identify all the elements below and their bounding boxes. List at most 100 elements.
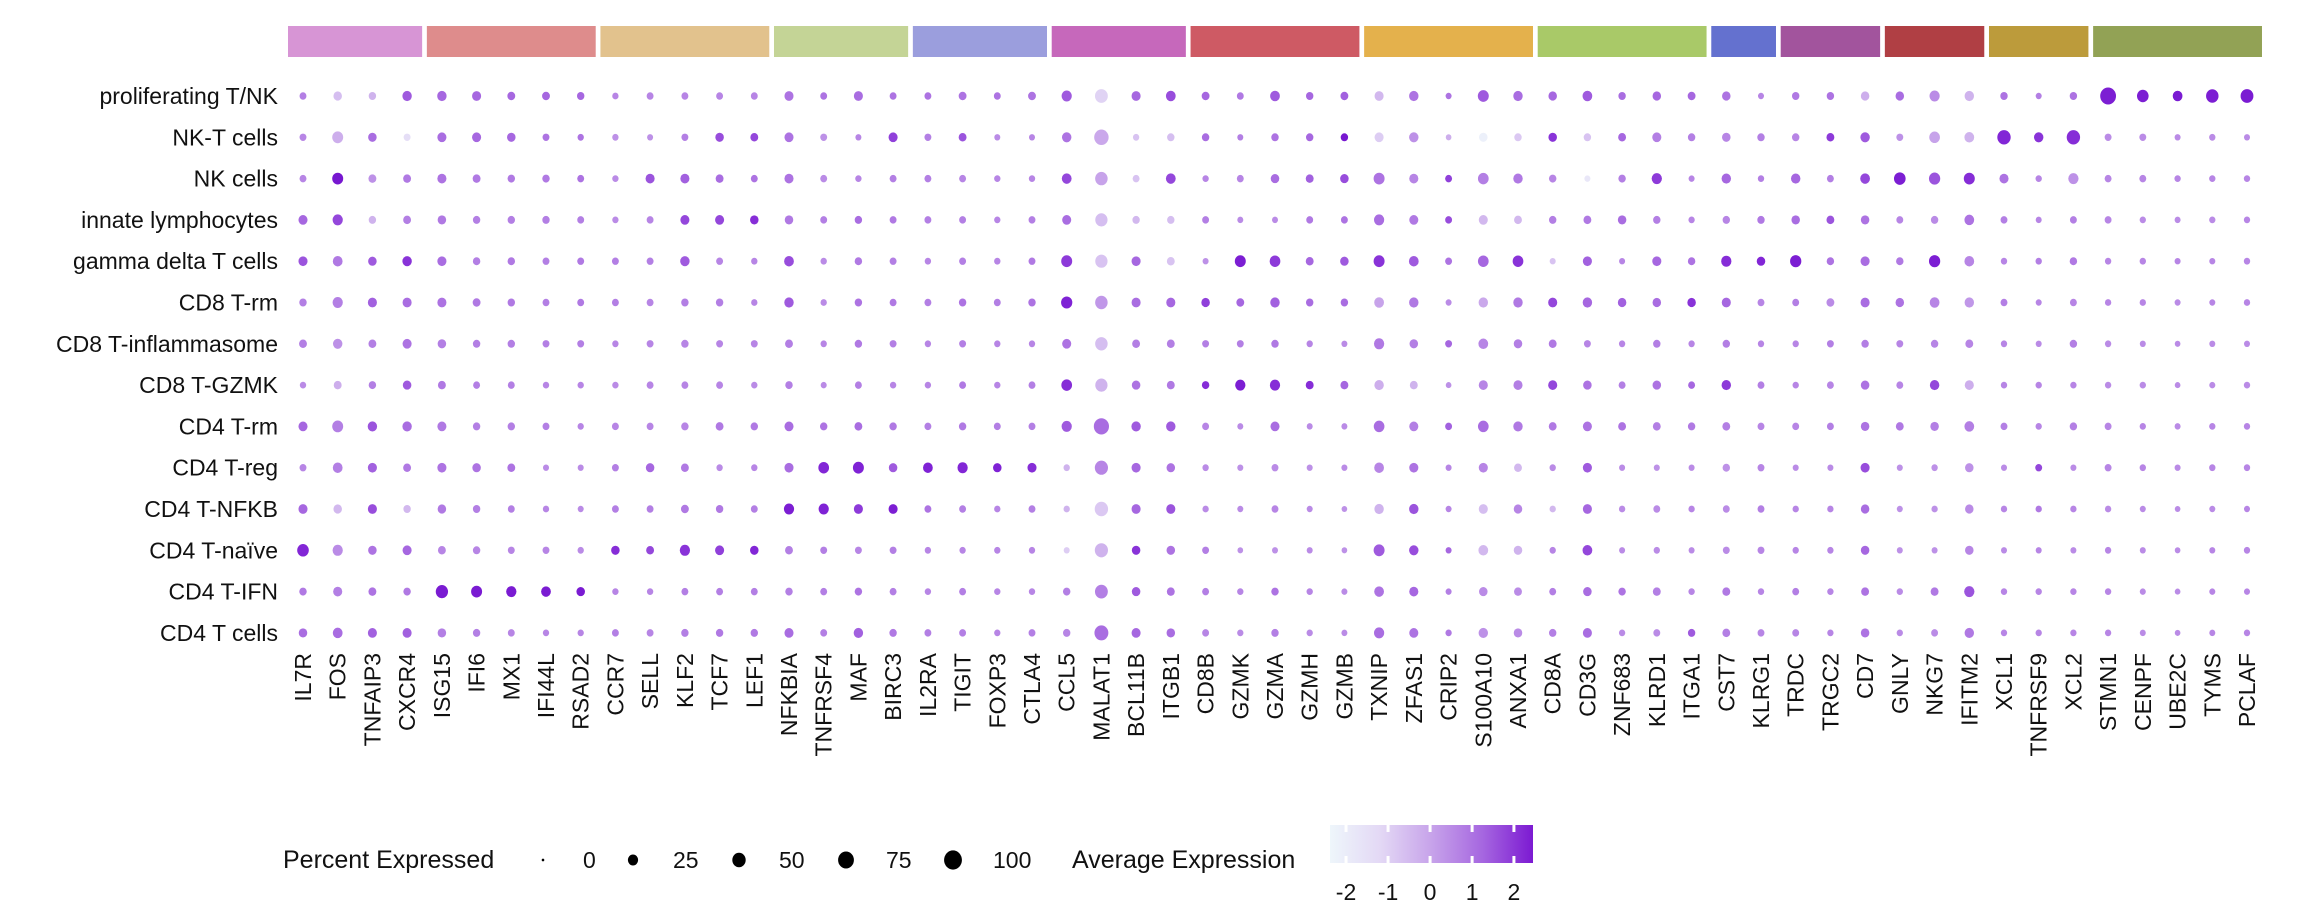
dot (1721, 173, 1732, 184)
dot (1237, 134, 1244, 141)
dot (924, 133, 932, 142)
dot (507, 91, 516, 101)
dot (1757, 92, 1765, 100)
dot (2069, 298, 2077, 307)
dot (1757, 505, 1765, 513)
dot (1999, 173, 2009, 184)
dot (1652, 422, 1661, 431)
dot (299, 133, 307, 142)
dot (646, 340, 654, 348)
dot (1964, 297, 1975, 308)
gene-label: CENPF (2130, 653, 2156, 731)
gene-group-bar (2093, 26, 2262, 57)
dot (577, 629, 584, 637)
dot (1132, 174, 1140, 183)
dot (1965, 504, 1974, 514)
dot (784, 132, 794, 143)
dot (1095, 378, 1108, 392)
dot (924, 340, 932, 348)
percent-legend-value: 25 (673, 847, 699, 873)
dot (681, 628, 689, 637)
dot (368, 92, 377, 100)
dot (715, 422, 724, 431)
dot (959, 257, 967, 265)
dot (2139, 505, 2146, 513)
dot (437, 132, 447, 143)
dot (2209, 257, 2216, 265)
dot (646, 629, 654, 637)
dot (1202, 175, 1209, 183)
dot (854, 422, 863, 431)
dot (1514, 587, 1522, 596)
dot (1061, 379, 1073, 391)
dot (1373, 338, 1385, 350)
dot (1860, 462, 1870, 473)
dot (1093, 418, 1109, 435)
dot (507, 505, 515, 513)
gene-label: ZNF683 (1609, 653, 1635, 736)
dot (680, 504, 689, 514)
dot (958, 422, 967, 431)
dot (576, 92, 585, 100)
dot (2000, 216, 2008, 224)
dot (750, 587, 758, 596)
dot (646, 546, 655, 555)
dot (750, 92, 758, 100)
dot (646, 381, 654, 389)
dot (1306, 505, 1313, 513)
dot (1792, 340, 1799, 348)
dot (646, 505, 654, 513)
dot (1166, 421, 1176, 432)
dot (1722, 505, 1730, 513)
dot (611, 545, 620, 555)
dot (542, 133, 550, 142)
dot (1964, 627, 1975, 638)
gene-label: GZMH (1297, 653, 1323, 721)
dot (1549, 587, 1557, 596)
dot (437, 297, 447, 308)
dot (1409, 586, 1419, 597)
dot (646, 298, 654, 307)
dot (2035, 92, 2042, 100)
dot (332, 462, 343, 473)
dot (1513, 297, 1523, 308)
gene-label: KLRG1 (1748, 653, 1774, 728)
dot (2000, 340, 2008, 348)
dot (750, 174, 758, 183)
dot (1374, 297, 1384, 308)
gene-label: IL2RA (915, 652, 941, 717)
dot (2174, 464, 2181, 471)
dot (332, 297, 343, 308)
cell-type-label: NK cells (194, 166, 278, 192)
dot (1340, 133, 1349, 142)
dot (1062, 338, 1072, 349)
dot (1234, 255, 1246, 268)
dot (1965, 339, 1974, 349)
dot (1652, 587, 1661, 596)
dot (402, 90, 412, 102)
dot (2174, 134, 2181, 141)
dot (2209, 547, 2216, 554)
dot (1166, 587, 1175, 596)
dot (994, 588, 1001, 596)
dot (1826, 92, 1835, 100)
dot (611, 463, 619, 472)
dot (2000, 464, 2008, 471)
dot (889, 546, 897, 555)
dot (715, 174, 724, 183)
dot (1582, 297, 1593, 308)
dot (2000, 381, 2008, 389)
dot (542, 298, 550, 307)
dot (298, 256, 308, 267)
dot (1860, 297, 1870, 308)
dot (1896, 547, 1903, 554)
dot (1445, 464, 1452, 471)
dot (2243, 257, 2251, 265)
dot (1688, 340, 1695, 348)
dot (611, 629, 619, 637)
dot (1341, 464, 1348, 471)
dot (2136, 89, 2149, 103)
dot (1202, 587, 1210, 596)
percent-legend-value: 0 (583, 847, 596, 873)
dot (1583, 340, 1591, 348)
